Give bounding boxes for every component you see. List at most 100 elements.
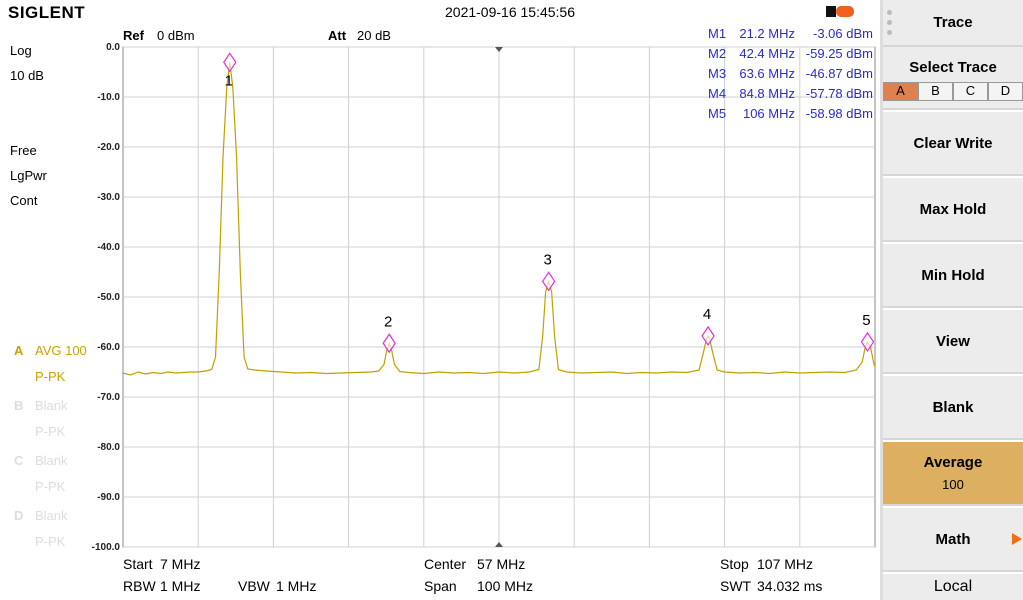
scale-div: 10 dB (10, 68, 44, 83)
select-trace-button[interactable]: Select Trace A B C D (883, 47, 1023, 110)
avg-type: LgPwr (10, 168, 47, 183)
ref-value: 0 dBm (157, 28, 195, 43)
stop-label: Stop (720, 556, 749, 572)
marker-table-cell: M3 (708, 66, 727, 81)
y-tick-label: -90.0 (97, 492, 120, 503)
rbw-value: 1 MHz (160, 578, 201, 594)
y-tick-label: -50.0 (97, 292, 120, 303)
center-label: Center (424, 556, 467, 572)
y-tick-label: -100.0 (92, 542, 121, 553)
marker-table-cell: M2 (708, 46, 727, 61)
button-label: Math (935, 530, 971, 548)
att-value: 20 dB (357, 28, 391, 43)
menu-button[interactable]: Max Hold (883, 178, 1023, 242)
sweep-mode: Cont (10, 193, 38, 208)
marker-table-cell: 106 MHz (742, 106, 795, 121)
button-label: View (936, 332, 970, 350)
trace (122, 62, 876, 376)
button-value: 100 (942, 477, 964, 492)
menu-button[interactable]: Min Hold (883, 244, 1023, 308)
marker-table-cell: 42.4 MHz (739, 46, 795, 61)
trace-letter: D (14, 508, 24, 523)
menu-button[interactable]: View (883, 310, 1023, 374)
marker-label: 3 (543, 251, 551, 268)
marker-label: 5 (862, 312, 870, 329)
y-tick-label: 0.0 (106, 42, 120, 53)
marker-table-cell: -59.25 dBm (805, 46, 873, 61)
marker-diamond (382, 333, 396, 354)
marker-table-cell: M5 (708, 106, 727, 121)
y-tick-label: -30.0 (97, 192, 120, 203)
grip (887, 10, 892, 15)
stop-value: 107 MHz (757, 556, 814, 572)
marker-label: 2 (384, 313, 392, 330)
y-tick-label: -60.0 (97, 342, 120, 353)
swt-label: SWT (720, 578, 752, 594)
button-label: Blank (932, 398, 974, 416)
button-label: Min Hold (921, 266, 985, 284)
menu-title-text: Trace (933, 14, 973, 31)
marker-table-cell: -3.06 dBm (813, 26, 873, 41)
trace-letter: C (14, 453, 24, 468)
marker-diamond (223, 52, 237, 73)
trace-detector: P-PK (35, 424, 66, 439)
marker-table-cell: -57.78 dBm (805, 86, 873, 101)
y-tick-label: -40.0 (97, 242, 120, 253)
center-marker (495, 47, 503, 52)
local-button[interactable]: Local (883, 574, 1023, 600)
start-value: 7 MHz (160, 556, 201, 572)
trace-mode: AVG 100 (35, 343, 87, 358)
trace-option[interactable]: D (988, 82, 1023, 101)
span-value: 100 MHz (477, 578, 534, 594)
status-icon (826, 6, 836, 17)
trace-option[interactable]: C (953, 82, 988, 101)
trace-letter: B (14, 398, 24, 413)
marker-label: 1 (225, 72, 233, 89)
marker-table-cell: M1 (708, 26, 727, 41)
vbw-label: VBW (238, 578, 270, 594)
button-label: Max Hold (919, 200, 987, 218)
button-label: Local (933, 578, 973, 595)
center-value: 57 MHz (477, 556, 526, 572)
y-tick-label: -10.0 (97, 92, 120, 103)
submenu-arrow (1012, 533, 1022, 545)
trace-option[interactable]: A (883, 82, 918, 101)
y-tick-label: -20.0 (97, 142, 120, 153)
marker-label: 4 (703, 306, 711, 323)
center-marker (495, 542, 503, 547)
rbw-label: RBW (123, 578, 156, 594)
trace-mode: Blank (35, 453, 68, 468)
trace-detector: P-PK (35, 479, 66, 494)
button-label: Select Trace (909, 59, 997, 76)
marker-table-cell: -46.87 dBm (805, 66, 873, 81)
vbw-value: 1 MHz (276, 578, 317, 594)
trace-detector: P-PK (35, 534, 66, 549)
trace-option[interactable]: B (918, 82, 953, 101)
trace-detector: P-PK (35, 369, 66, 384)
trace-letter: A (14, 343, 24, 358)
button-label: Average (923, 454, 983, 471)
trace-selector: A B C D (883, 82, 1023, 101)
swt-value: 34.032 ms (757, 578, 823, 594)
menu-button[interactable]: Clear Write (883, 112, 1023, 176)
menu-button[interactable]: Math (883, 508, 1023, 572)
marker-table-cell: -58.98 dBm (805, 106, 873, 121)
average-button[interactable]: Average 100 (883, 442, 1023, 506)
marker-diamond (860, 331, 875, 352)
scale-type: Log (10, 43, 32, 58)
ref-label: Ref (123, 28, 144, 43)
usb-icon (836, 6, 854, 17)
spectrum-plot: 0.0 -10.0 -20.0 -30.0 -40.0 -50.0 -60.0 -70.0 -8… (92, 42, 876, 553)
marker-diamond (701, 325, 715, 346)
menu-title: Trace (883, 0, 1023, 47)
brand: SIGLENT (8, 3, 86, 22)
marker-table-cell: 84.8 MHz (739, 86, 795, 101)
marker-table-cell: 63.6 MHz (739, 66, 795, 81)
marker-diamond (541, 271, 556, 292)
button-label: Clear Write (913, 134, 993, 152)
marker-table-cell: M4 (708, 86, 727, 101)
marker-table-cell: 21.2 MHz (739, 26, 795, 41)
att-label: Att (328, 28, 347, 43)
menu-button[interactable]: Blank (883, 376, 1023, 440)
